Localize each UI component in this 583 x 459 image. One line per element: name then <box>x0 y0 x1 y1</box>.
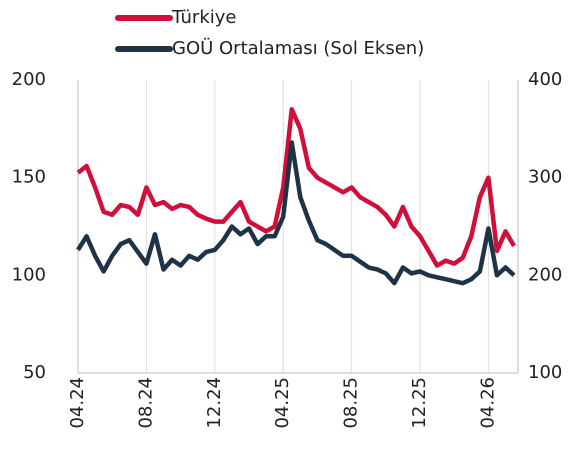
x-tick-label: 04.24 <box>67 377 88 429</box>
y2-tick-label: 300 <box>528 167 562 188</box>
x-tick-label: 12.25 <box>409 377 430 429</box>
x-tick-label: 08.24 <box>135 377 156 429</box>
y2-tick-label: 200 <box>528 264 562 285</box>
y-tick-label: 50 <box>23 362 46 383</box>
legend-label: GOÜ Ortalaması (Sol Eksen) <box>172 37 424 59</box>
y2-tick-label: 100 <box>528 362 562 383</box>
y2-tick-label: 400 <box>528 69 562 90</box>
legend-label: Türkiye <box>171 7 237 28</box>
y-tick-label: 200 <box>12 69 46 90</box>
line-series <box>76 107 516 268</box>
x-tick-label: 04.26 <box>477 377 498 429</box>
y-tick-label: 150 <box>12 167 46 188</box>
y-tick-label: 100 <box>12 264 46 285</box>
x-tick-label: 12.24 <box>204 377 225 429</box>
x-tick-label: 04.25 <box>272 377 293 429</box>
x-tick-label: 08.25 <box>341 377 362 429</box>
line-series <box>76 140 516 286</box>
